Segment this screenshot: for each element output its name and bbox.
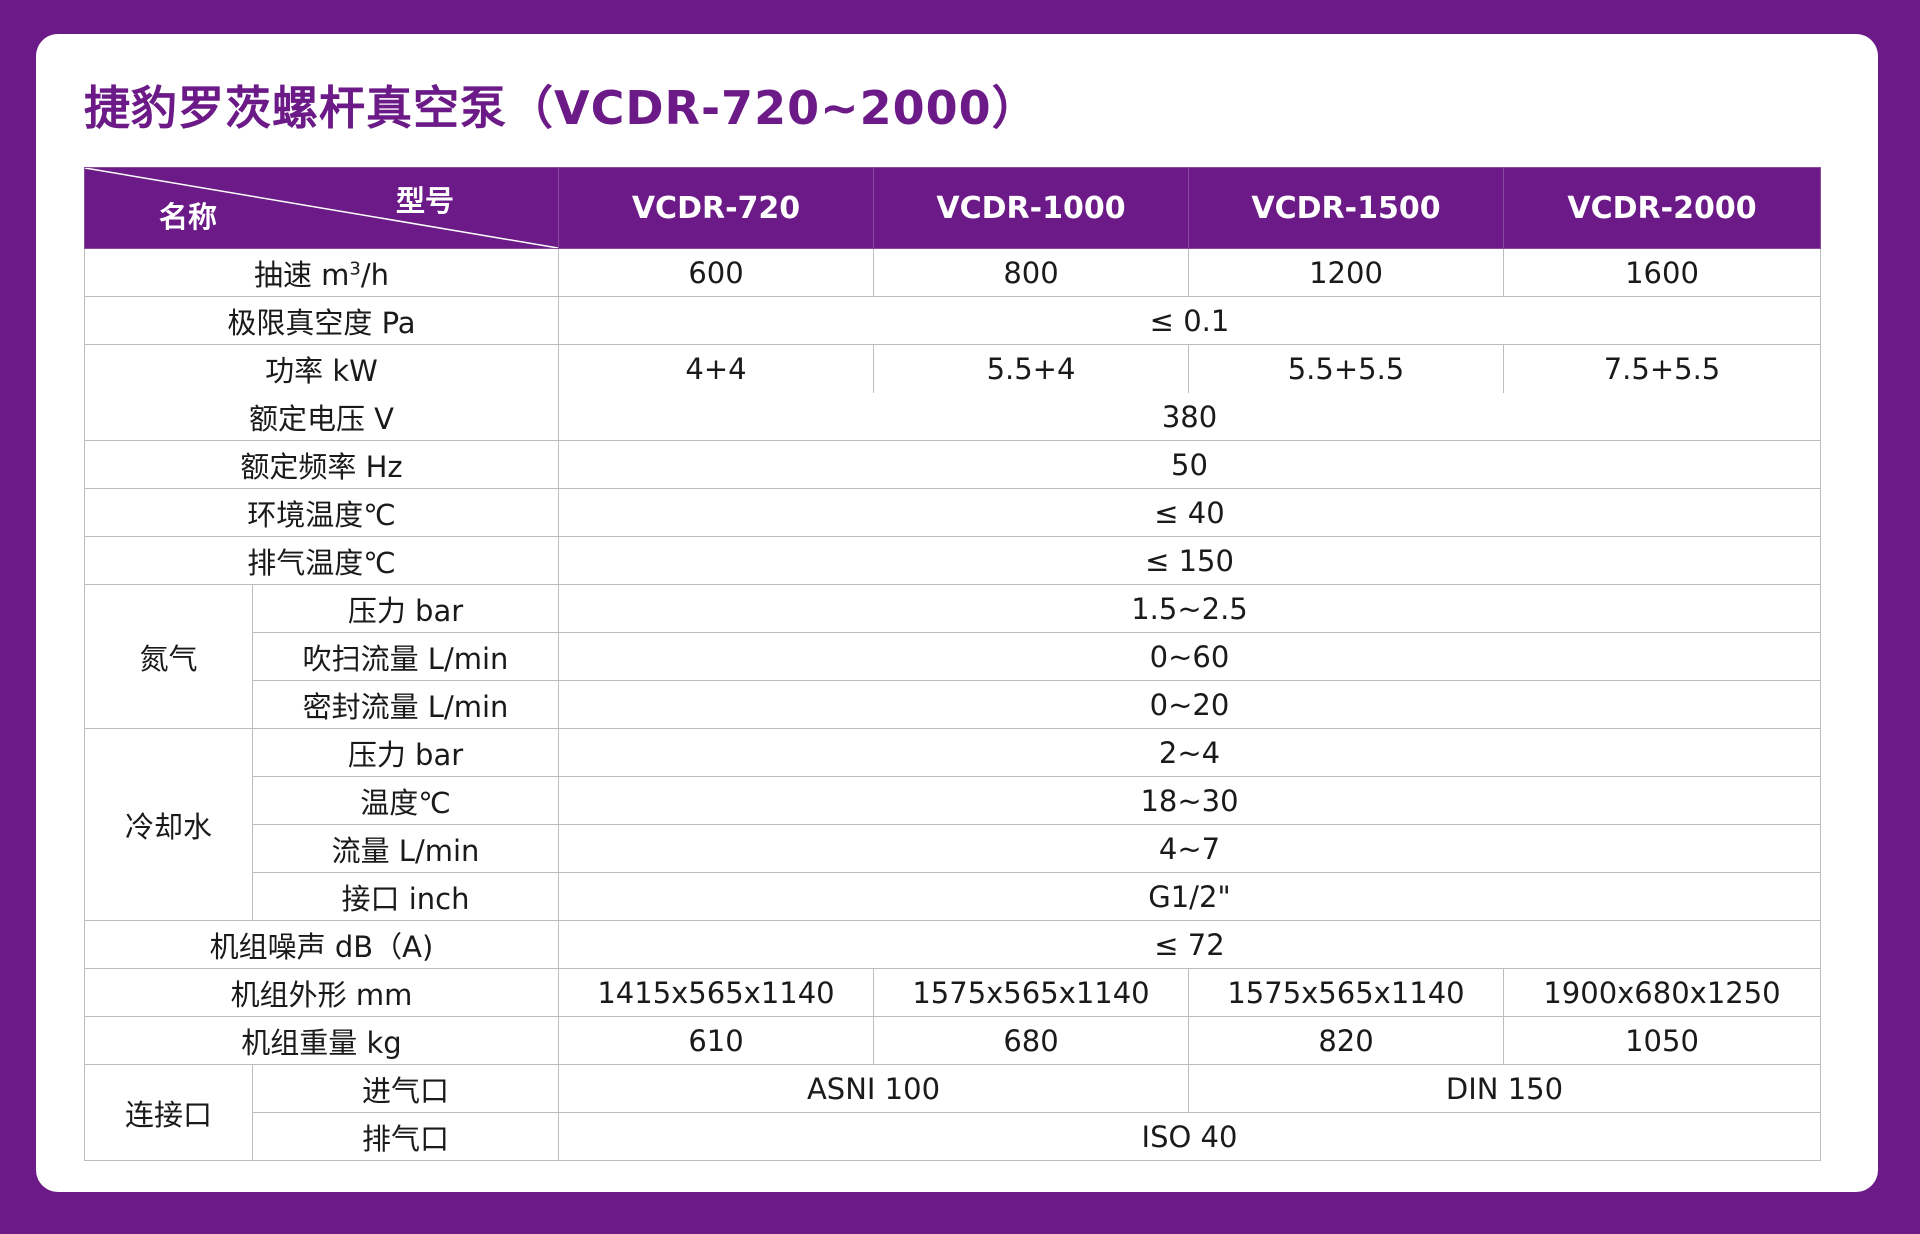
table-row-voltage: 额定电压 V 380: [84, 392, 1821, 441]
cell-value: 5.5+4: [873, 344, 1189, 393]
table-row-cooling-flow: 流量 L/min 4~7: [85, 824, 1821, 873]
table-row-frequency: 额定频率 Hz 50: [84, 440, 1821, 489]
table-row-power: 功率 kW 4+4 5.5+4 5.5+5.5 7.5+5.5: [84, 344, 1821, 393]
row-label: 接口 inch: [252, 872, 559, 921]
table-row-ambient-temp: 环境温度℃ ≤ 40: [84, 488, 1821, 537]
table-row-dimensions: 机组外形 mm 1415x565x1140 1575x565x1140 1575…: [84, 968, 1821, 1017]
row-label-exhaust-temp: 排气温度℃: [84, 536, 559, 585]
model-header: VCDR-2000: [1503, 167, 1821, 249]
table-row-exhaust-temp: 排气温度℃ ≤ 150: [84, 536, 1821, 585]
table-row-inlet: 连接口 进气口 ASNI 100 DIN 150: [84, 1064, 1821, 1161]
row-label: 进气口: [252, 1064, 559, 1113]
group-label-connection: 连接口: [84, 1064, 253, 1161]
model-header: VCDR-1500: [1188, 167, 1504, 249]
table-row-speed: 抽速 m3/h 600 800 1200 1600: [84, 248, 1821, 297]
row-label-voltage: 额定电压 V: [84, 392, 559, 441]
header-row: 型号 名称 VCDR-720 VCDR-1000 VCDR-1500 VCDR-…: [84, 167, 1821, 249]
table-row-cooling-port: 接口 inch G1/2": [85, 872, 1821, 921]
cell-value: 4+4: [558, 344, 874, 393]
table-row-outlet: 排气口 ISO 40: [85, 1112, 1821, 1161]
diagonal-divider: [85, 168, 558, 248]
table-row-nitrogen-seal: 密封流量 L/min 0~20: [85, 680, 1821, 729]
cell-value: 680: [873, 1016, 1189, 1065]
table-row-noise: 机组噪声 dB（A) ≤ 72: [84, 920, 1821, 969]
cell-value: 1600: [1503, 248, 1821, 297]
cell-value: ≤ 0.1: [558, 296, 1821, 345]
row-label-dimensions: 机组外形 mm: [84, 968, 559, 1017]
cell-value: 7.5+5.5: [1503, 344, 1821, 393]
cell-value: 1200: [1188, 248, 1504, 297]
row-label: 压力 bar: [252, 728, 559, 777]
table-row-weight: 机组重量 kg 610 680 820 1050: [84, 1016, 1821, 1065]
row-label: 吹扫流量 L/min: [252, 632, 559, 681]
cell-value: ASNI 100: [558, 1064, 1189, 1113]
table-row-ultimate-vacuum: 极限真空度 Pa ≤ 0.1: [84, 296, 1821, 345]
row-label-frequency: 额定频率 Hz: [84, 440, 559, 489]
row-label: 排气口: [252, 1112, 559, 1161]
row-label-weight: 机组重量 kg: [84, 1016, 559, 1065]
page-title: 捷豹罗茨螺杆真空泵（VCDR-720~2000）: [84, 81, 1039, 135]
cell-value: G1/2": [558, 872, 1821, 921]
table-row-cooling-temp: 温度℃ 18~30: [85, 776, 1821, 825]
cell-value: ≤ 72: [558, 920, 1821, 969]
table-row-cooling-pressure: 冷却水 压力 bar 2~4: [84, 728, 1821, 921]
cell-value: 380: [558, 392, 1821, 441]
model-header: VCDR-720: [558, 167, 874, 249]
cell-value: ISO 40: [558, 1112, 1821, 1161]
group-label-cooling-water: 冷却水: [84, 728, 253, 921]
cell-value: 4~7: [558, 824, 1821, 873]
row-label: 压力 bar: [252, 584, 559, 633]
cell-value: 600: [558, 248, 874, 297]
cell-value: 1415x565x1140: [558, 968, 874, 1017]
row-label-ultimate-vacuum: 极限真空度 Pa: [84, 296, 559, 345]
table-row-nitrogen-pressure: 氮气 压力 bar 1.5~2.5: [84, 584, 1821, 729]
cell-value: 5.5+5.5: [1188, 344, 1504, 393]
cell-value: ≤ 40: [558, 488, 1821, 537]
spec-table: 型号 名称 VCDR-720 VCDR-1000 VCDR-1500 VCDR-…: [84, 167, 1821, 1161]
cell-value: 1575x565x1140: [1188, 968, 1504, 1017]
row-label-ambient-temp: 环境温度℃: [84, 488, 559, 537]
cell-value: 1050: [1503, 1016, 1821, 1065]
header-name-label: 名称: [159, 200, 218, 234]
row-label: 流量 L/min: [252, 824, 559, 873]
cell-value: ≤ 150: [558, 536, 1821, 585]
cell-value: 1.5~2.5: [558, 584, 1821, 633]
cell-value: 1900x680x1250: [1503, 968, 1821, 1017]
cell-value: 50: [558, 440, 1821, 489]
group-label-nitrogen: 氮气: [84, 584, 253, 729]
row-label: 温度℃: [252, 776, 559, 825]
header-corner-cell: 型号 名称: [84, 167, 559, 249]
cell-value: 610: [558, 1016, 874, 1065]
row-label-noise: 机组噪声 dB（A): [84, 920, 559, 969]
row-label: 密封流量 L/min: [252, 680, 559, 729]
cell-value: 2~4: [558, 728, 1821, 777]
row-label-speed: 抽速 m3/h: [84, 248, 559, 297]
model-header: VCDR-1000: [873, 167, 1189, 249]
table-row-nitrogen-purge: 吹扫流量 L/min 0~60: [85, 632, 1821, 681]
cell-value: 820: [1188, 1016, 1504, 1065]
cell-value: DIN 150: [1188, 1064, 1821, 1113]
cell-value: 800: [873, 248, 1189, 297]
header-model-label: 型号: [395, 184, 454, 218]
cell-value: 0~60: [558, 632, 1821, 681]
row-label-power: 功率 kW: [84, 344, 559, 393]
cell-value: 18~30: [558, 776, 1821, 825]
cell-value: 1575x565x1140: [873, 968, 1189, 1017]
cell-value: 0~20: [558, 680, 1821, 729]
